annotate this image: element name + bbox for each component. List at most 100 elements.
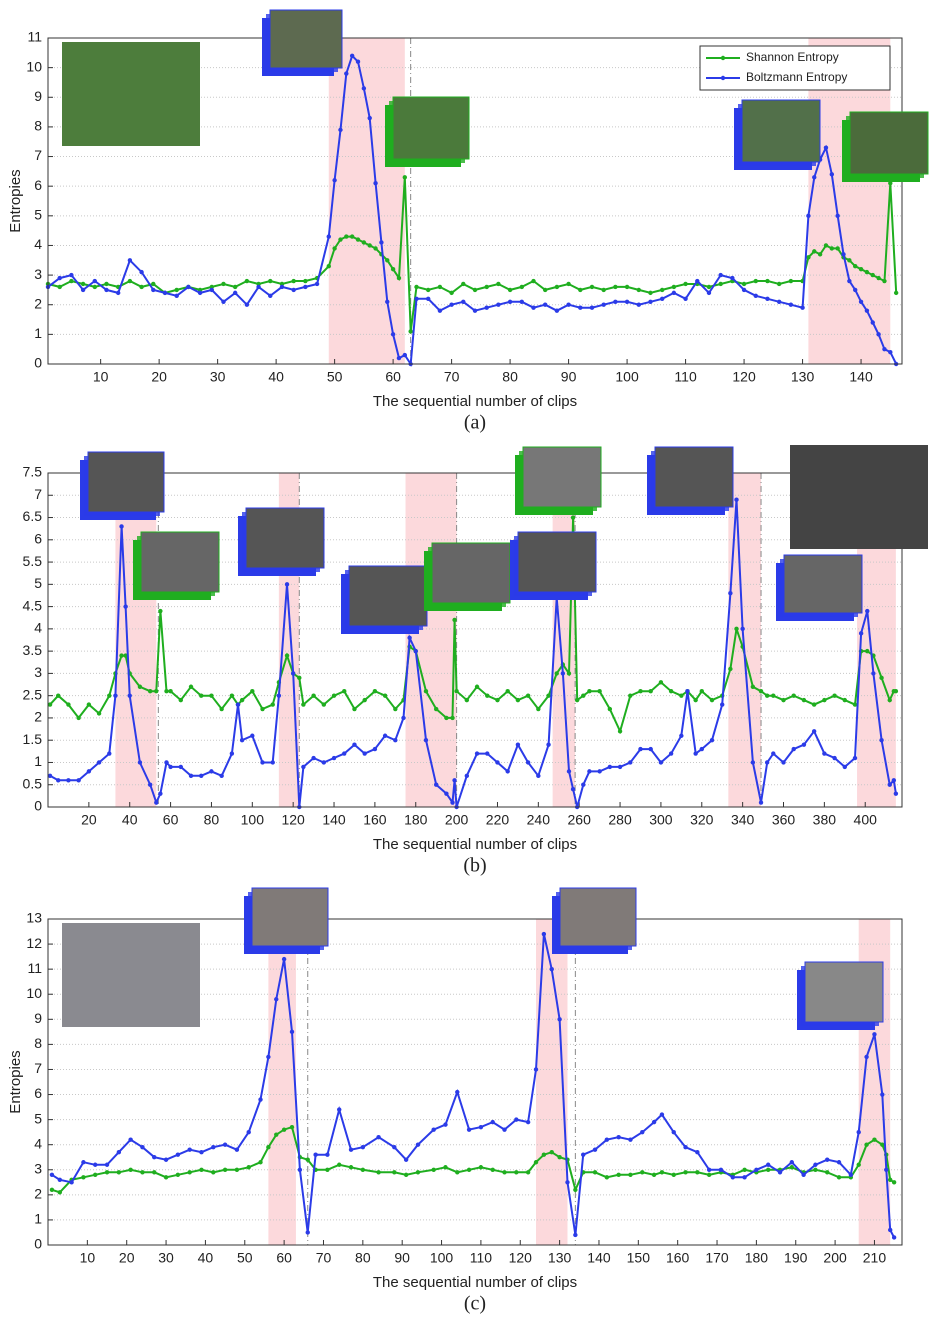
data-point xyxy=(669,689,673,693)
data-point xyxy=(872,1137,876,1141)
highlight-range xyxy=(406,473,457,807)
data-point xyxy=(710,698,714,702)
data-point xyxy=(660,288,664,292)
data-point xyxy=(414,649,418,653)
data-point xyxy=(871,671,875,675)
data-point xyxy=(260,707,264,711)
data-point xyxy=(233,291,237,295)
data-point xyxy=(368,243,372,247)
data-point xyxy=(801,1173,805,1177)
data-point xyxy=(168,765,172,769)
data-point xyxy=(50,1188,54,1192)
data-point xyxy=(322,760,326,764)
data-point xyxy=(531,305,535,309)
y-axis-label: Entropies xyxy=(7,169,24,232)
thumbnail xyxy=(341,566,427,634)
x-tick-label: 320 xyxy=(690,812,714,828)
data-point xyxy=(332,178,336,182)
data-point xyxy=(93,279,97,283)
y-tick-label: 1.5 xyxy=(23,731,43,747)
data-point xyxy=(285,653,289,657)
data-point xyxy=(590,305,594,309)
y-tick-label: 3.5 xyxy=(23,642,43,658)
y-tick-label: 6 xyxy=(34,177,42,193)
data-point xyxy=(373,181,377,185)
data-point xyxy=(479,1125,483,1129)
y-tick-label: 2 xyxy=(34,1186,42,1202)
data-point xyxy=(450,800,454,804)
data-point xyxy=(578,305,582,309)
data-point xyxy=(618,729,622,733)
data-point xyxy=(571,787,575,791)
data-point xyxy=(853,756,857,760)
data-point xyxy=(781,760,785,764)
data-point xyxy=(385,300,389,304)
data-point xyxy=(379,240,383,244)
x-tick-label: 80 xyxy=(204,812,220,828)
data-point xyxy=(315,282,319,286)
data-point xyxy=(297,676,301,680)
data-point xyxy=(174,288,178,292)
data-point xyxy=(291,671,295,675)
data-point xyxy=(104,288,108,292)
data-point xyxy=(266,1145,270,1149)
data-point xyxy=(139,285,143,289)
x-tick-label: 180 xyxy=(745,1250,769,1266)
data-point xyxy=(81,1160,85,1164)
data-point xyxy=(685,689,689,693)
data-point xyxy=(107,751,111,755)
data-point xyxy=(837,1175,841,1179)
data-point xyxy=(431,1168,435,1172)
data-point xyxy=(792,693,796,697)
data-point xyxy=(526,760,530,764)
data-point xyxy=(376,1170,380,1174)
data-point xyxy=(812,702,816,706)
x-tick-label: 360 xyxy=(772,812,796,828)
data-point xyxy=(362,751,366,755)
data-point xyxy=(332,693,336,697)
data-point xyxy=(742,1175,746,1179)
data-point xyxy=(879,676,883,680)
y-tick-label: 3 xyxy=(34,1160,42,1176)
data-point xyxy=(128,693,132,697)
x-tick-label: 10 xyxy=(80,1250,96,1266)
y-tick-label: 5.5 xyxy=(23,553,43,569)
data-point xyxy=(301,702,305,706)
data-point xyxy=(771,693,775,697)
x-tick-label: 70 xyxy=(444,369,460,385)
data-point xyxy=(247,1165,251,1169)
data-point xyxy=(859,267,863,271)
data-point xyxy=(719,1168,723,1172)
x-tick-label: 140 xyxy=(849,369,873,385)
y-tick-label: 9 xyxy=(34,1010,42,1026)
data-point xyxy=(825,1158,829,1162)
data-point xyxy=(516,698,520,702)
y-tick-label: 5 xyxy=(34,575,42,591)
y-tick-label: 4 xyxy=(34,1135,42,1151)
x-tick-label: 110 xyxy=(470,1250,493,1266)
data-point xyxy=(601,288,605,292)
data-point xyxy=(734,498,738,502)
data-point xyxy=(290,1125,294,1129)
data-point xyxy=(491,1168,495,1172)
data-point xyxy=(683,1170,687,1174)
data-point xyxy=(616,1173,620,1177)
data-point xyxy=(495,760,499,764)
data-point xyxy=(219,774,223,778)
data-point xyxy=(707,291,711,295)
data-point xyxy=(327,234,331,238)
x-tick-label: 50 xyxy=(327,369,343,385)
data-point xyxy=(404,1173,408,1177)
data-point xyxy=(754,294,758,298)
data-point xyxy=(105,1170,109,1174)
data-point xyxy=(266,1055,270,1059)
data-point xyxy=(452,618,456,622)
y-tick-label: 6 xyxy=(34,531,42,547)
data-point xyxy=(376,1135,380,1139)
x-tick-label: 80 xyxy=(502,369,518,385)
thumbnail-image xyxy=(784,555,862,613)
data-point xyxy=(97,760,101,764)
data-point xyxy=(853,288,857,292)
x-tick-label: 240 xyxy=(527,812,551,828)
data-point xyxy=(475,685,479,689)
